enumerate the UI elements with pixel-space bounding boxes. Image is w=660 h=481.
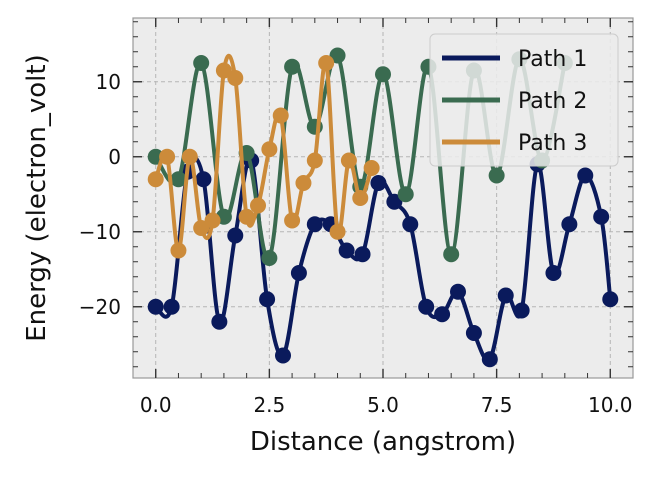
legend-label-path-2: Path 2 xyxy=(518,89,587,114)
x-axis-title: Distance (angstrom) xyxy=(250,427,516,457)
data-point-path-3 xyxy=(284,212,301,229)
data-point-path-3 xyxy=(215,62,232,79)
data-point-path-1 xyxy=(338,242,355,259)
ticks xyxy=(133,18,633,378)
data-point-path-2 xyxy=(261,250,278,266)
data-point-path-3 xyxy=(363,160,380,176)
data-point-path-1 xyxy=(290,265,307,281)
data-point-path-1 xyxy=(481,351,498,368)
data-point-path-1 xyxy=(147,298,164,315)
y-tick-label: 0 xyxy=(108,145,121,169)
series-layer xyxy=(147,47,619,368)
x-tick-label: 0.0 xyxy=(140,393,172,417)
data-point-path-3 xyxy=(261,141,278,158)
data-point-path-1 xyxy=(211,313,228,330)
data-point-path-2 xyxy=(329,47,346,64)
data-point-path-3 xyxy=(272,107,289,124)
data-point-path-3 xyxy=(250,197,266,214)
tick-labels: 0.0 2.5 5.0 7.5 10.0 −20 −10 0 10 xyxy=(79,70,633,417)
data-point-path-1 xyxy=(418,298,435,315)
legend-box xyxy=(429,33,619,167)
data-point-path-3 xyxy=(340,152,357,169)
data-point-path-1 xyxy=(195,171,212,188)
data-point-path-3 xyxy=(227,70,244,86)
data-point-path-2 xyxy=(193,55,210,71)
data-point-path-1 xyxy=(577,167,594,184)
data-point-path-1 xyxy=(386,193,403,210)
data-point-path-3 xyxy=(352,190,369,206)
data-point-path-1 xyxy=(259,291,276,308)
data-point-path-3 xyxy=(147,171,164,188)
data-point-path-3 xyxy=(204,212,221,229)
y-tick-label: −10 xyxy=(79,220,121,244)
data-point-path-1 xyxy=(602,291,619,308)
data-point-path-3 xyxy=(181,148,198,165)
data-point-path-1 xyxy=(561,216,578,233)
data-point-path-3 xyxy=(159,148,176,165)
legend-label-path-1: Path 1 xyxy=(518,47,587,72)
x-tick-label: 2.5 xyxy=(253,393,285,417)
data-point-path-1 xyxy=(593,208,610,225)
data-point-path-2 xyxy=(170,171,187,188)
data-point-path-3 xyxy=(170,242,187,259)
legend-label-path-3: Path 3 xyxy=(518,131,587,156)
data-point-path-1 xyxy=(227,227,244,244)
data-point-path-1 xyxy=(450,283,466,300)
y-axis-title: Energy (electron_volt) xyxy=(22,54,52,342)
data-point-path-2 xyxy=(488,167,505,184)
data-point-path-1 xyxy=(354,246,371,263)
y-tick-label: 10 xyxy=(96,70,121,94)
data-point-path-2 xyxy=(284,58,301,75)
data-point-path-2 xyxy=(375,66,391,83)
data-point-path-3 xyxy=(329,223,346,240)
data-point-path-3 xyxy=(306,152,323,169)
data-point-path-3 xyxy=(295,175,312,191)
data-point-path-1 xyxy=(306,216,323,233)
data-point-path-1 xyxy=(497,287,514,304)
data-point-path-3 xyxy=(318,55,335,71)
data-point-path-1 xyxy=(513,302,530,319)
y-tick-label: −20 xyxy=(79,295,121,319)
data-point-path-1 xyxy=(434,306,451,323)
x-tick-label: 7.5 xyxy=(481,393,513,417)
data-point-path-1 xyxy=(275,347,291,364)
data-point-path-1 xyxy=(163,298,180,315)
data-point-path-2 xyxy=(397,186,414,203)
data-point-path-3 xyxy=(193,220,210,236)
data-point-path-1 xyxy=(545,265,562,281)
x-tick-label: 5.0 xyxy=(367,393,399,417)
series-path-3 xyxy=(147,54,380,259)
data-point-path-2 xyxy=(443,246,460,263)
legend: Path 1 Path 2 Path 3 xyxy=(429,33,619,167)
data-point-path-1 xyxy=(402,216,419,233)
data-point-path-3 xyxy=(238,208,255,225)
x-tick-label: 10.0 xyxy=(588,393,633,417)
data-point-path-1 xyxy=(465,325,482,341)
data-point-path-1 xyxy=(370,175,387,191)
